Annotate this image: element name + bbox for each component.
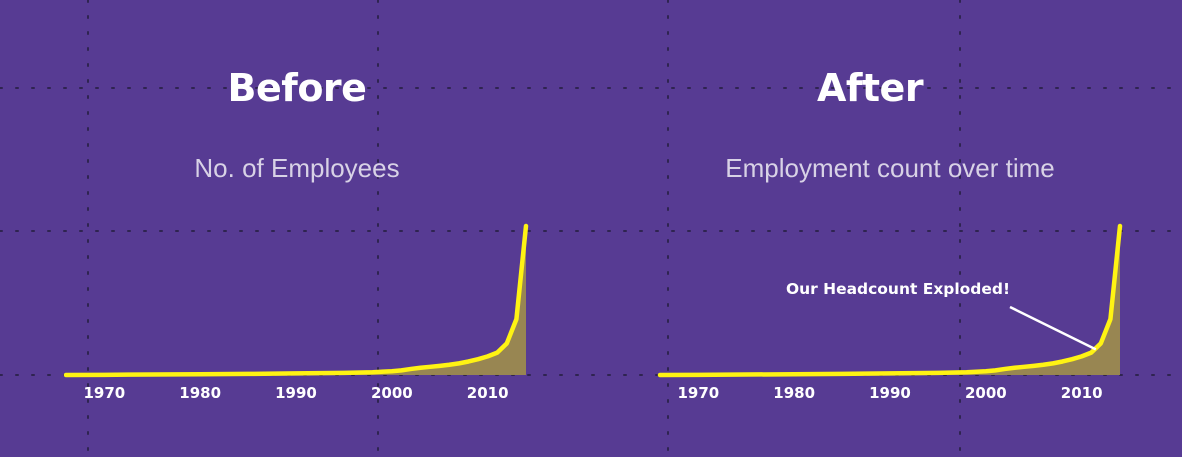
x-tick-label: 1990 (869, 384, 911, 402)
x-tick-label: 1980 (773, 384, 815, 402)
area-fill-before (66, 226, 526, 375)
chart-subtitle-after: Employment count over time (725, 153, 1055, 183)
series-line-before (63, 223, 529, 378)
chart-title-before: Before (227, 66, 367, 110)
chart-title-after: After (816, 66, 924, 110)
x-tick-label: 1970 (677, 384, 719, 402)
x-tick-label: 1970 (83, 384, 125, 402)
annotation-text: Our Headcount Exploded! (786, 280, 1010, 298)
x-tick-label: 2010 (1061, 384, 1103, 402)
x-tick-label: 1990 (275, 384, 317, 402)
x-tick-label: 1980 (179, 384, 221, 402)
area-fill-after (660, 226, 1120, 375)
chart-after: 1970 1980 1990 2000 2010 Our Headcount Explod… (657, 223, 1123, 402)
x-tick-label: 2000 (371, 384, 413, 402)
x-tick-label: 2000 (965, 384, 1007, 402)
x-tick-label: 2010 (467, 384, 509, 402)
chart-subtitle-before: No. of Employees (194, 153, 400, 183)
series-line-after (657, 223, 1123, 378)
chart-before: 1970 1980 1990 2000 2010 (63, 223, 529, 402)
annotation-arrow (1009, 305, 1097, 351)
